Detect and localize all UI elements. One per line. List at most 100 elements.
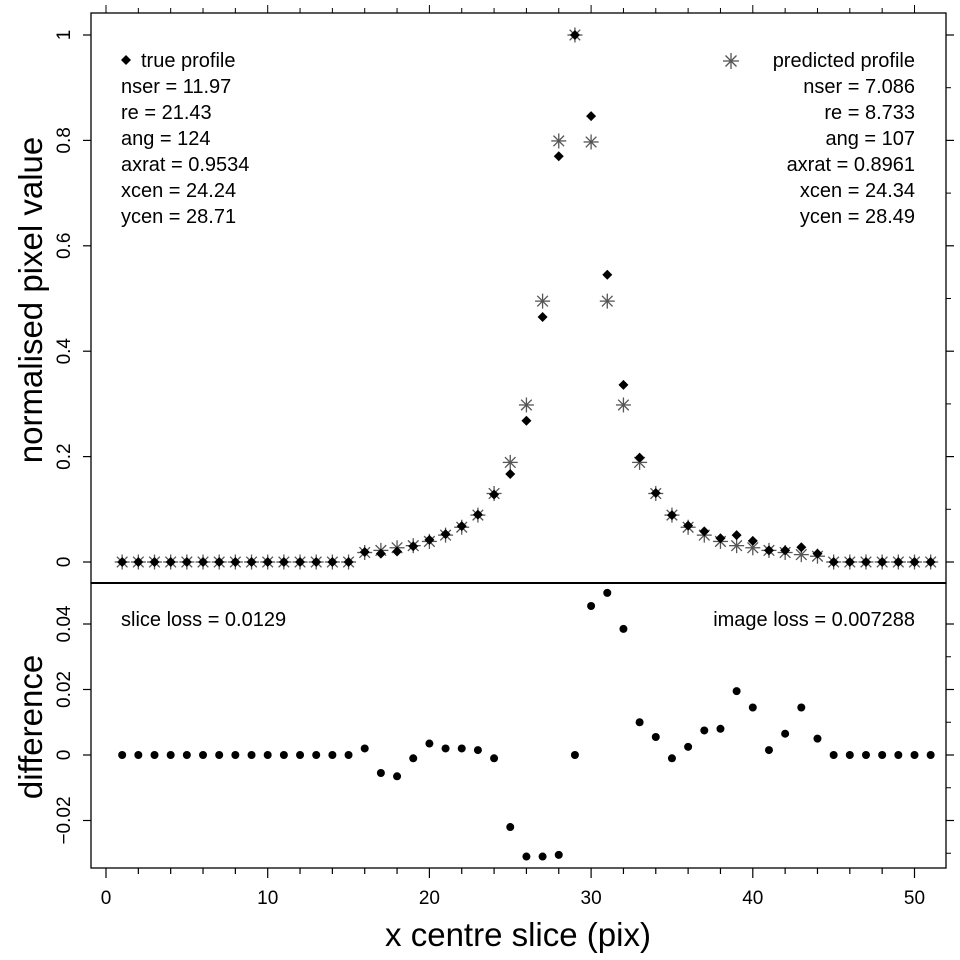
predicted-profile-point — [599, 293, 615, 309]
difference-point — [538, 852, 547, 861]
difference-point — [134, 751, 143, 759]
true-profile-point — [715, 533, 726, 544]
difference-point — [215, 751, 224, 759]
pred-param-nser: nser = 7.086 — [803, 76, 915, 98]
true-param-xcen: xcen = 24.24 — [121, 180, 236, 202]
true-profile-point — [893, 557, 904, 567]
true-profile-point — [666, 510, 677, 521]
difference-point — [845, 751, 854, 759]
difference-point — [797, 703, 806, 712]
difference-point — [926, 751, 935, 759]
difference-point — [748, 703, 757, 712]
difference-point — [409, 754, 418, 763]
predicted-profile-point — [535, 293, 551, 309]
true-profile-point — [375, 548, 386, 559]
difference-point — [861, 751, 870, 759]
image-loss-label: image loss = 0.007288 — [713, 609, 915, 631]
difference-point — [619, 624, 628, 633]
true-profile-point — [311, 557, 322, 567]
true-profile-point — [634, 452, 645, 463]
difference-point — [732, 687, 741, 696]
true-profile-point — [860, 557, 871, 567]
difference-point — [457, 744, 466, 753]
difference-point — [150, 751, 159, 759]
true-profile-point — [262, 557, 273, 567]
true-profile-point — [909, 557, 920, 567]
true-profile-point — [699, 526, 710, 537]
difference-point — [328, 751, 337, 759]
true-param-axrat: axrat = 0.9534 — [121, 154, 249, 176]
true-profile-point — [618, 379, 629, 390]
difference-point — [506, 823, 515, 832]
difference-point — [570, 751, 579, 759]
pred-param-ycen: ycen = 28.49 — [800, 206, 915, 228]
difference-point — [651, 732, 660, 741]
true-param-re: re = 21.43 — [121, 102, 212, 124]
true-profile-point — [747, 535, 758, 546]
legend-true-title: true profile — [141, 50, 236, 72]
pred-param-axrat: axrat = 0.8961 — [787, 154, 915, 176]
true-profile-point — [537, 311, 548, 322]
difference-point — [425, 739, 434, 748]
true-profile-point — [650, 487, 661, 498]
predicted-profile-point — [583, 134, 599, 150]
true-profile-point — [440, 529, 451, 540]
difference-point — [635, 718, 644, 727]
true-profile-point — [877, 557, 888, 567]
true-profile-point — [780, 545, 791, 556]
true-profile-point — [359, 546, 370, 557]
top-y-tick-label: 0.4 — [54, 338, 75, 365]
pred-param-re: re = 8.733 — [824, 102, 915, 124]
difference-point — [344, 751, 353, 759]
pred-param-ang: ang = 107 — [825, 128, 915, 150]
difference-point — [684, 742, 693, 751]
true-profile-point — [505, 468, 516, 479]
x-tick-label: 10 — [257, 888, 278, 909]
true-profile-point — [278, 557, 289, 567]
legend-true-profile: true profile nser = 11.97 re = 21.43 ang… — [121, 50, 249, 228]
difference-point — [894, 751, 903, 759]
true-profile-point — [327, 557, 338, 567]
pred-param-xcen: xcen = 24.34 — [800, 180, 915, 202]
difference-point — [360, 744, 369, 753]
true-profile-point — [489, 489, 500, 500]
difference-point — [231, 751, 240, 759]
slice-loss-label: slice loss = 0.0129 — [121, 609, 286, 631]
true-profile-point — [553, 151, 564, 162]
difference-point — [263, 751, 272, 759]
difference-point — [247, 751, 256, 759]
true-profile-point — [198, 557, 209, 567]
difference-point — [166, 751, 175, 759]
true-profile-point — [521, 415, 532, 426]
legend-predicted-title: predicted profile — [773, 50, 915, 72]
true-profile-point — [149, 557, 160, 567]
top-y-tick-label: 1 — [54, 30, 75, 41]
difference-point — [716, 724, 725, 733]
true-profile-point — [569, 30, 580, 40]
true-profile-point — [828, 557, 839, 567]
bottom-panel-ticks: −0.02 0 0.02 0.04 0 10 20 30 40 50 — [54, 605, 954, 909]
predicted-profile-point — [502, 454, 518, 470]
difference-point — [279, 751, 288, 759]
true-profile-point — [731, 530, 742, 541]
difference-point — [878, 751, 887, 759]
x-axis-title: x centre slice (pix) — [385, 916, 651, 953]
difference-point — [522, 852, 531, 861]
bottom-y-tick-label: 0 — [54, 750, 75, 761]
true-profile-point — [456, 521, 467, 532]
true-profile-point — [408, 541, 419, 552]
bottom-panel-marks — [118, 588, 935, 861]
legend-asterisk-marker — [723, 53, 739, 69]
true-profile-point — [246, 557, 257, 567]
true-param-nser: nser = 11.97 — [121, 76, 231, 98]
difference-point — [700, 726, 709, 735]
difference-point — [667, 754, 676, 763]
difference-point — [603, 588, 612, 597]
x-tick-label: 0 — [101, 888, 112, 909]
difference-point — [473, 746, 482, 755]
true-profile-point — [230, 557, 241, 567]
bottom-y-tick-label: 0.04 — [54, 605, 75, 642]
difference-point — [490, 754, 499, 763]
true-profile-point — [181, 557, 192, 567]
